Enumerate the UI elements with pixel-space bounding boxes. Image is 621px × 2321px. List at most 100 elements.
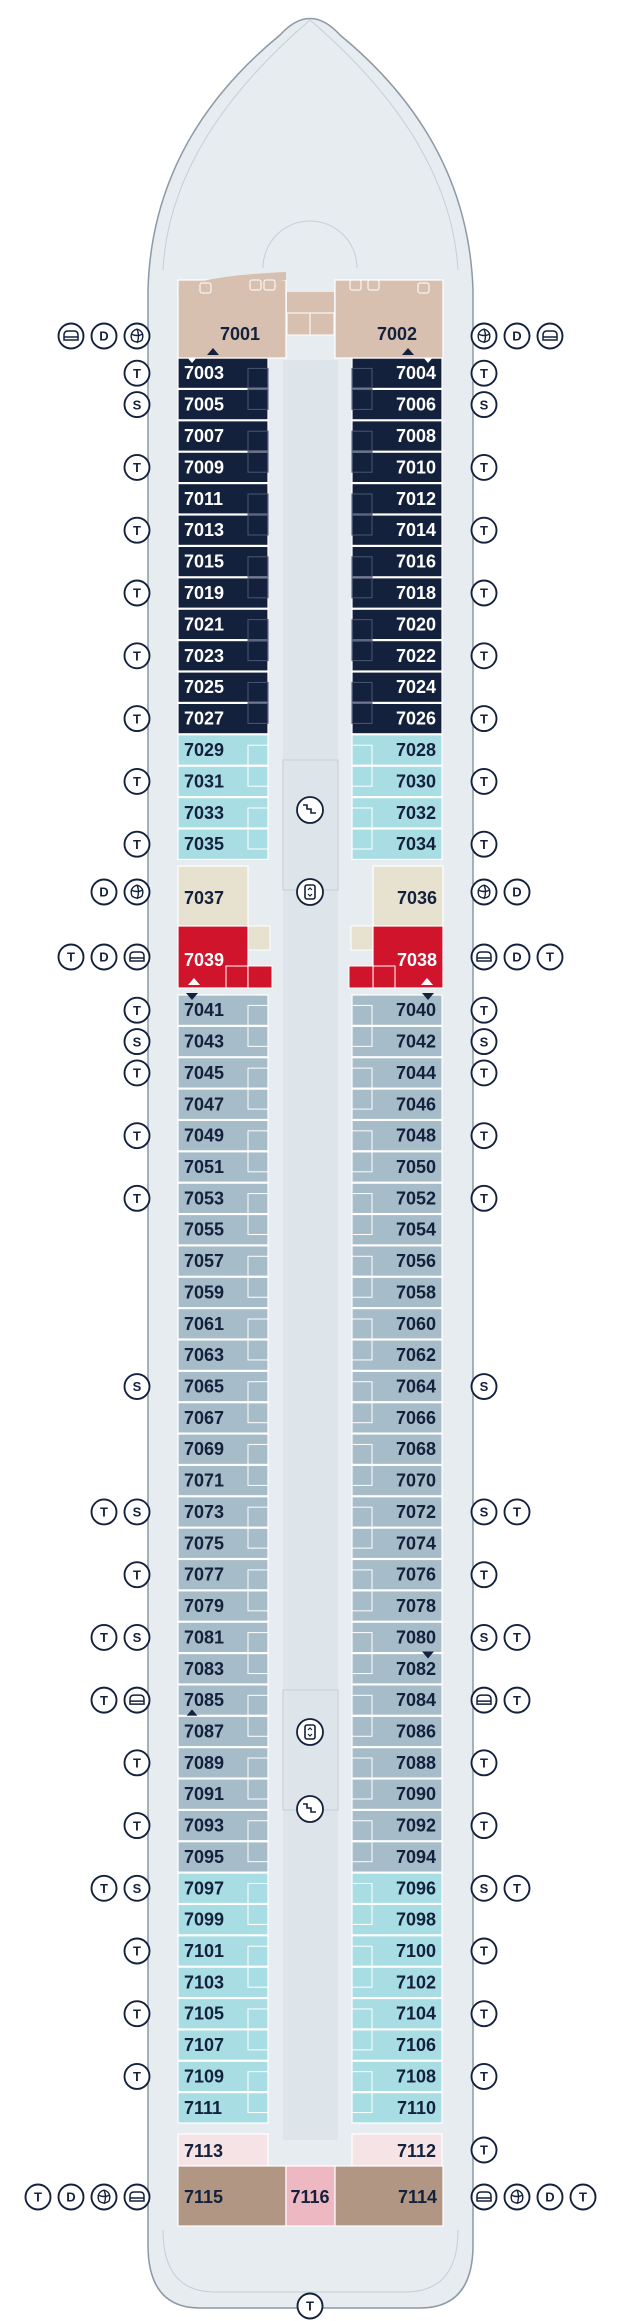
cabin-7040[interactable]: 7040 — [351, 993, 443, 1026]
cabin-7114[interactable]: 7114 — [334, 2165, 444, 2227]
cabin-7047[interactable]: 7047 — [177, 1088, 269, 1121]
cabin-7013[interactable]: 7013 — [177, 514, 269, 546]
cabin-7028[interactable]: 7028 — [351, 734, 443, 766]
cabin-7071[interactable]: 7071 — [177, 1464, 269, 1497]
cabin-7068[interactable]: 7068 — [351, 1433, 443, 1466]
cabin-7069[interactable]: 7069 — [177, 1433, 269, 1466]
cabin-7076[interactable]: 7076 — [351, 1558, 443, 1591]
cabin-7052[interactable]: 7052 — [351, 1182, 443, 1215]
cabin-7097[interactable]: 7097 — [177, 1872, 269, 1905]
cabin-7020[interactable]: 7020 — [351, 608, 443, 641]
cabin-7009[interactable]: 7009 — [177, 451, 269, 484]
cabin-7074[interactable]: 7074 — [351, 1527, 443, 1560]
cabin-7110[interactable]: 7110 — [351, 2092, 443, 2124]
cabin-7029[interactable]: 7029 — [177, 734, 269, 766]
cabin-7072[interactable]: 7072 — [351, 1496, 443, 1528]
cabin-7016[interactable]: 7016 — [351, 545, 443, 578]
cabin-7063[interactable]: 7063 — [177, 1339, 269, 1371]
cabin-7049[interactable]: 7049 — [177, 1119, 269, 1152]
cabin-7088[interactable]: 7088 — [351, 1747, 443, 1779]
cabin-7002[interactable]: 7002 — [334, 279, 444, 359]
cabin-7073[interactable]: 7073 — [177, 1496, 269, 1528]
cabin-7096[interactable]: 7096 — [351, 1872, 443, 1905]
cabin-7082[interactable]: 7082 — [351, 1651, 443, 1685]
cabin-7021[interactable]: 7021 — [177, 608, 269, 641]
cabin-7058[interactable]: 7058 — [351, 1276, 443, 1309]
cabin-7095[interactable]: 7095 — [177, 1841, 269, 1873]
cabin-7094[interactable]: 7094 — [351, 1841, 443, 1873]
cabin-7102[interactable]: 7102 — [351, 1966, 443, 1999]
cabin-7081[interactable]: 7081 — [177, 1621, 269, 1654]
cabin-7099[interactable]: 7099 — [177, 1903, 269, 1936]
cabin-7014[interactable]: 7014 — [351, 514, 443, 546]
cabin-7025[interactable]: 7025 — [177, 671, 269, 703]
cabin-7044[interactable]: 7044 — [351, 1057, 443, 1089]
cabin-7057[interactable]: 7057 — [177, 1245, 269, 1277]
cabin-7062[interactable]: 7062 — [351, 1339, 443, 1371]
cabin-7091[interactable]: 7091 — [177, 1778, 269, 1810]
cabin-7080[interactable]: 7080 — [351, 1621, 443, 1654]
cabin-7070[interactable]: 7070 — [351, 1464, 443, 1497]
cabin-7031[interactable]: 7031 — [177, 765, 269, 798]
cabin-7055[interactable]: 7055 — [177, 1213, 269, 1246]
cabin-7056[interactable]: 7056 — [351, 1245, 443, 1277]
cabin-7079[interactable]: 7079 — [177, 1590, 269, 1622]
cabin-7103[interactable]: 7103 — [177, 1966, 269, 1999]
cabin-7077[interactable]: 7077 — [177, 1558, 269, 1591]
cabin-7041[interactable]: 7041 — [177, 993, 269, 1026]
cabin-7011[interactable]: 7011 — [177, 483, 269, 515]
cabin-7089[interactable]: 7089 — [177, 1747, 269, 1779]
cabin-7104[interactable]: 7104 — [351, 1997, 443, 2030]
cabin-7053[interactable]: 7053 — [177, 1182, 269, 1215]
cabin-7075[interactable]: 7075 — [177, 1527, 269, 1560]
cabin-7054[interactable]: 7054 — [351, 1213, 443, 1246]
cabin-7090[interactable]: 7090 — [351, 1778, 443, 1810]
cabin-7008[interactable]: 7008 — [351, 420, 443, 452]
cabin-7065[interactable]: 7065 — [177, 1370, 269, 1403]
cabin-7059[interactable]: 7059 — [177, 1276, 269, 1309]
cabin-7116[interactable]: 7116 — [285, 2165, 336, 2227]
cabin-7022[interactable]: 7022 — [351, 639, 443, 672]
cabin-7109[interactable]: 7109 — [177, 2060, 269, 2093]
cabin-7003[interactable]: 7003 — [177, 356, 269, 389]
cabin-7026[interactable]: 7026 — [351, 702, 443, 735]
cabin-7107[interactable]: 7107 — [177, 2029, 269, 2061]
cabin-7113[interactable]: 7113 — [177, 2133, 269, 2167]
cabin-7086[interactable]: 7086 — [351, 1715, 443, 1748]
cabin-7005[interactable]: 7005 — [177, 388, 269, 421]
cabin-7006[interactable]: 7006 — [351, 388, 443, 421]
cabin-7105[interactable]: 7105 — [177, 1997, 269, 2030]
cabin-7018[interactable]: 7018 — [351, 577, 443, 609]
cabin-7012[interactable]: 7012 — [351, 483, 443, 515]
cabin-7010[interactable]: 7010 — [351, 451, 443, 484]
cabin-7034[interactable]: 7034 — [351, 828, 443, 860]
cabin-7015[interactable]: 7015 — [177, 545, 269, 578]
cabin-7036[interactable]: 7036 — [350, 865, 444, 951]
cabin-7098[interactable]: 7098 — [351, 1903, 443, 1936]
cabin-7087[interactable]: 7087 — [177, 1715, 269, 1748]
cabin-7084[interactable]: 7084 — [351, 1684, 443, 1716]
cabin-7048[interactable]: 7048 — [351, 1119, 443, 1152]
cabin-7064[interactable]: 7064 — [351, 1370, 443, 1403]
cabin-7035[interactable]: 7035 — [177, 828, 269, 860]
cabin-7032[interactable]: 7032 — [351, 796, 443, 829]
cabin-7046[interactable]: 7046 — [351, 1088, 443, 1121]
cabin-7051[interactable]: 7051 — [177, 1151, 269, 1183]
cabin-7093[interactable]: 7093 — [177, 1809, 269, 1842]
cabin-7083[interactable]: 7083 — [177, 1652, 269, 1685]
cabin-7106[interactable]: 7106 — [351, 2029, 443, 2061]
cabin-7043[interactable]: 7043 — [177, 1025, 269, 1058]
cabin-7061[interactable]: 7061 — [177, 1307, 269, 1340]
cabin-7042[interactable]: 7042 — [351, 1025, 443, 1058]
cabin-7007[interactable]: 7007 — [177, 420, 269, 452]
cabin-7050[interactable]: 7050 — [351, 1151, 443, 1183]
cabin-7030[interactable]: 7030 — [351, 765, 443, 798]
cabin-7108[interactable]: 7108 — [351, 2060, 443, 2093]
cabin-7027[interactable]: 7027 — [177, 702, 269, 735]
cabin-7019[interactable]: 7019 — [177, 577, 269, 609]
cabin-7023[interactable]: 7023 — [177, 639, 269, 672]
cabin-7024[interactable]: 7024 — [351, 671, 443, 703]
cabin-7111[interactable]: 7111 — [177, 2092, 269, 2124]
cabin-7033[interactable]: 7033 — [177, 796, 269, 829]
cabin-7001[interactable]: 7001 — [177, 272, 287, 359]
